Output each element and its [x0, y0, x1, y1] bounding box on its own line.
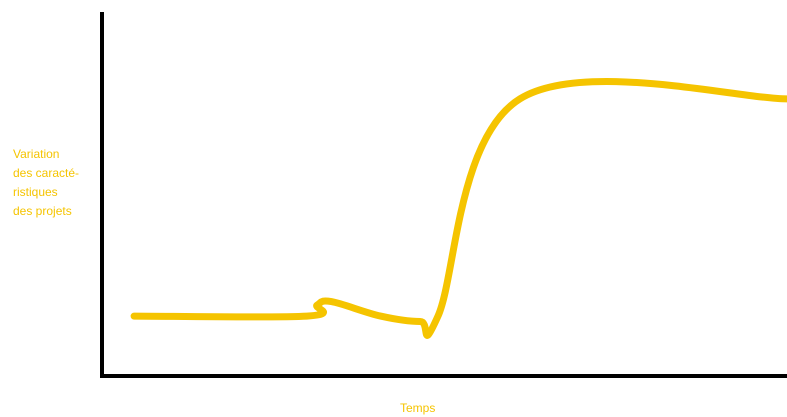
x-axis-label: Temps — [400, 401, 436, 415]
y-axis-label: Variation des caracté- ristiques des pro… — [13, 145, 98, 221]
y-axis-label-line-2: des caracté- — [13, 166, 80, 180]
series-line-1 — [130, 78, 787, 339]
y-axis-label-line-1: Variation — [13, 147, 60, 161]
y-axis-label-line-3: ristiques — [13, 185, 58, 199]
y-axis-label-line-4: des projets — [13, 204, 72, 218]
